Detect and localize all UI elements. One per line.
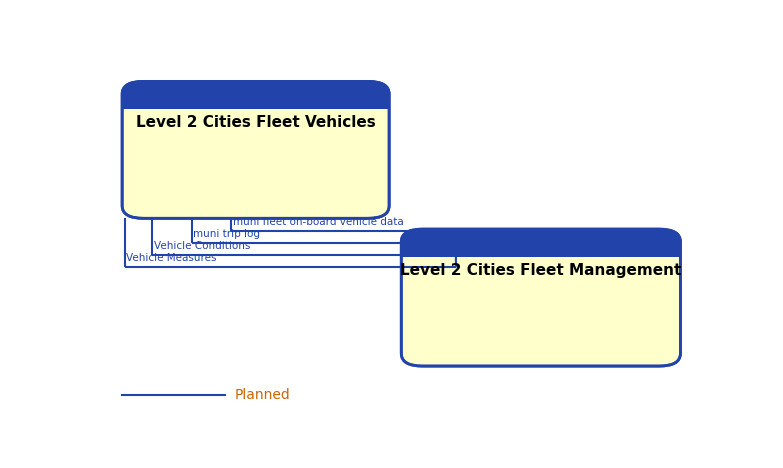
FancyBboxPatch shape [402, 229, 680, 256]
Bar [122, 92, 389, 109]
Text: Vehicle Conditions: Vehicle Conditions [153, 241, 250, 251]
FancyBboxPatch shape [122, 81, 389, 218]
Bar [402, 240, 680, 256]
Text: muni trip log: muni trip log [193, 229, 260, 239]
FancyBboxPatch shape [122, 81, 389, 109]
Text: Vehicle Measures: Vehicle Measures [126, 253, 217, 263]
Text: Level 2 Cities Fleet Vehicles: Level 2 Cities Fleet Vehicles [135, 115, 376, 130]
FancyBboxPatch shape [402, 229, 680, 366]
Text: Planned: Planned [234, 388, 290, 402]
Text: muni fleet on-board vehicle data: muni fleet on-board vehicle data [233, 217, 403, 227]
Text: Level 2 Cities Fleet Management: Level 2 Cities Fleet Management [400, 263, 681, 278]
